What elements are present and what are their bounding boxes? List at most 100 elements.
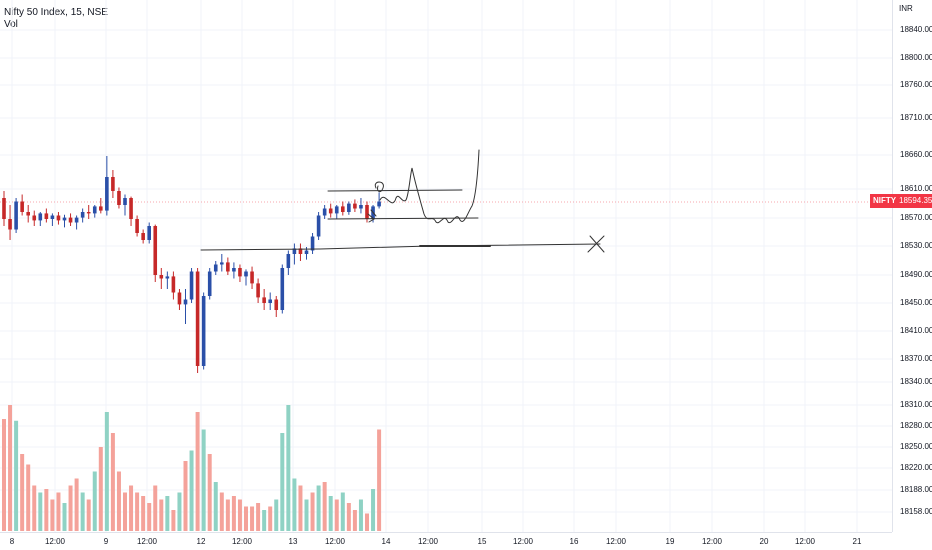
candle-body — [99, 206, 103, 211]
candle-body — [80, 212, 85, 218]
volume-bar — [171, 510, 176, 531]
volume-bar — [340, 492, 345, 531]
volume-bar — [371, 489, 376, 531]
support-trendline[interactable] — [200, 243, 601, 251]
price-tick-label: 18800.00 — [900, 53, 932, 62]
volume-bar — [104, 412, 109, 531]
volume-bar — [207, 454, 212, 531]
candle-body — [232, 268, 236, 272]
candle-body — [117, 191, 121, 205]
price-tick-label: 18250.00 — [900, 442, 932, 451]
candle-body — [50, 215, 55, 219]
target-x-mark[interactable] — [587, 235, 605, 253]
candle-body — [105, 177, 109, 211]
volume-bar — [237, 499, 242, 531]
time-tick-label: 8 — [9, 537, 15, 546]
volume-bar — [74, 478, 79, 531]
candle-body — [92, 206, 97, 214]
volume-bar — [358, 499, 363, 531]
arrow-scribble[interactable] — [367, 209, 377, 223]
volume-bar — [322, 482, 327, 531]
volume-bar — [365, 513, 369, 531]
volume-bar — [213, 482, 218, 531]
volume-bar — [304, 499, 309, 531]
candle-body — [213, 264, 218, 272]
time-tick-label: 14 — [381, 537, 391, 546]
symbol-title[interactable]: Nifty 50 Index, 15, NSE — [4, 7, 108, 18]
volume-bar — [123, 492, 127, 531]
candle-body — [298, 248, 303, 254]
projection-path[interactable] — [379, 149, 480, 224]
volume-bar — [250, 506, 255, 531]
price-tick-label: 18188.00 — [900, 485, 932, 494]
candle-body — [262, 297, 266, 303]
time-tick-label: 9 — [103, 537, 109, 546]
volume-bar — [110, 433, 115, 531]
range-bottom-line[interactable] — [327, 217, 479, 220]
candle-body — [74, 217, 79, 223]
circle-scribble[interactable] — [374, 181, 384, 193]
volume-bar — [377, 429, 382, 531]
volume-bar — [274, 499, 279, 531]
price-tick-label: 18280.00 — [900, 421, 932, 430]
volume-bar — [44, 489, 49, 531]
candle-body — [123, 198, 127, 205]
volume-bar — [244, 506, 248, 531]
volume-bar — [159, 499, 164, 531]
time-tick-label: 20 — [759, 537, 769, 546]
volume-bar — [177, 492, 182, 531]
candle-body — [183, 299, 188, 305]
volume-bar — [165, 496, 170, 531]
volume-bar — [68, 485, 73, 531]
time-tick-label: 12:00 — [231, 537, 253, 546]
volume-bar — [129, 485, 134, 531]
candle-body — [129, 198, 133, 219]
volume-bar — [32, 485, 37, 531]
price-tick-label: 18760.00 — [900, 80, 932, 89]
candle-body — [14, 201, 18, 230]
volume-bar — [262, 510, 267, 531]
volume-bar — [38, 492, 43, 531]
price-chart[interactable] — [0, 0, 892, 532]
candle-body — [220, 262, 224, 265]
candle-body — [20, 201, 24, 212]
time-tick-label: 12:00 — [44, 537, 66, 546]
candle-body — [56, 215, 61, 221]
candle-body — [165, 276, 170, 279]
price-tick-label: 18158.00 — [900, 507, 932, 516]
volume-bar — [2, 419, 6, 531]
time-tick-label: 12 — [196, 537, 206, 546]
volume-bar — [201, 429, 206, 531]
volume-bar — [195, 412, 200, 531]
candle-body — [341, 206, 345, 212]
candle-body — [322, 208, 327, 216]
volume-bar — [183, 461, 188, 531]
candle-body — [292, 248, 297, 254]
volume-bar — [153, 485, 158, 531]
candle-body — [135, 219, 139, 233]
candle-body — [347, 203, 351, 212]
volume-bar — [256, 503, 261, 531]
volume-bar — [20, 454, 25, 531]
volume-bar — [328, 496, 333, 531]
candle-body — [274, 299, 279, 310]
candle-body — [171, 276, 176, 293]
volume-label[interactable]: Vol — [4, 19, 18, 30]
volume-bar — [14, 420, 19, 531]
candle-body — [201, 296, 206, 366]
candle-body — [159, 275, 164, 279]
volume-bar — [92, 471, 97, 531]
range-top-line[interactable] — [327, 189, 463, 192]
candle-body — [32, 215, 37, 221]
price-tick-label: 18530.00 — [900, 241, 932, 250]
candle-body — [226, 262, 230, 272]
candle-body — [334, 206, 339, 214]
candle-body — [153, 226, 158, 275]
time-tick-label: 19 — [665, 537, 675, 546]
volume-bar — [310, 492, 315, 531]
volume-bar — [292, 478, 297, 531]
volume-bar — [116, 471, 121, 531]
volume-bar — [147, 503, 152, 531]
time-tick-label: 21 — [852, 537, 862, 546]
